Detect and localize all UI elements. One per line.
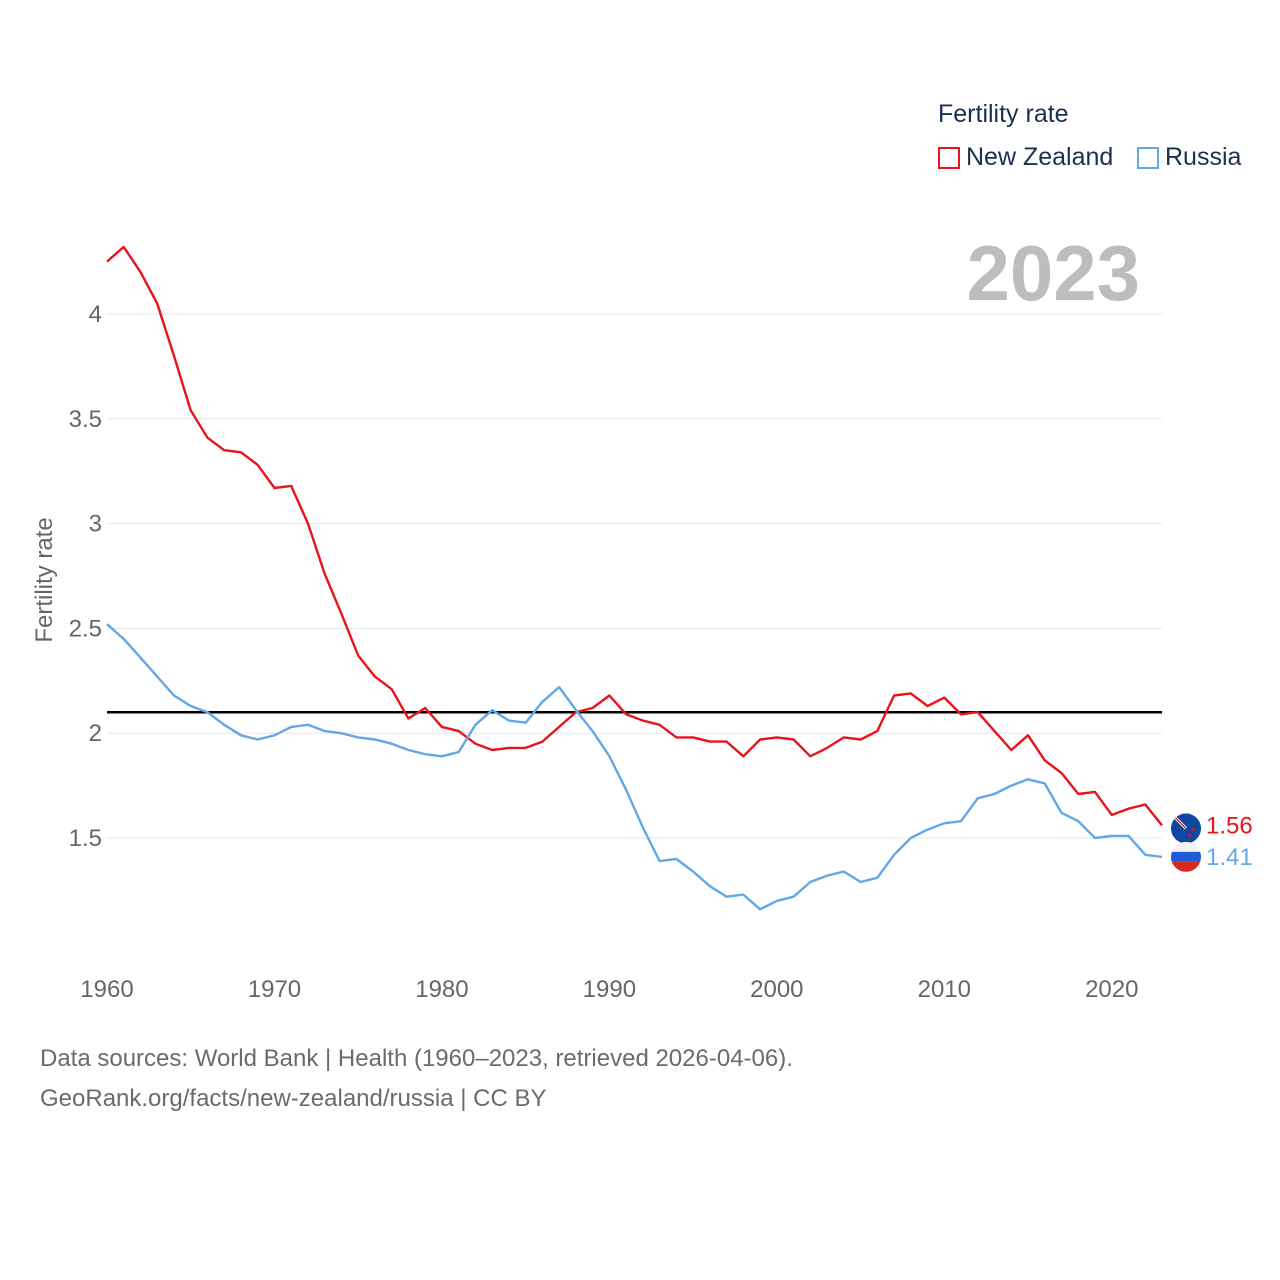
x-tick-labels: 1960 1970 1980 1990 2000 2010 2020 bbox=[80, 976, 1138, 1003]
new-zealand-flag-icon bbox=[1171, 813, 1201, 844]
y-tick-label: 3 bbox=[89, 511, 102, 538]
x-tick-label: 2000 bbox=[750, 976, 803, 1003]
y-tick-label: 3.5 bbox=[69, 406, 102, 433]
y-axis-label: Fertility rate bbox=[31, 517, 58, 642]
data-sources-note: Data sources: World Bank | Health (1960–… bbox=[40, 1045, 793, 1072]
attribution-link[interactable]: GeoRank.org/facts/new-zealand/russia | C… bbox=[40, 1085, 547, 1112]
legend-label-new-zealand: New Zealand bbox=[966, 143, 1114, 171]
legend-title: Fertility rate bbox=[938, 100, 1069, 128]
x-tick-label: 1960 bbox=[80, 976, 133, 1003]
russia-flag-icon bbox=[1171, 841, 1201, 872]
y-tick-label: 4 bbox=[89, 301, 102, 328]
series-lines bbox=[106, 245, 1163, 911]
current-year-label: 2023 bbox=[966, 229, 1140, 317]
y-tick-label: 2 bbox=[89, 720, 102, 747]
legend-item-new-zealand[interactable]: New Zealand bbox=[938, 143, 1113, 172]
x-tick-label: 2020 bbox=[1085, 976, 1138, 1003]
end-value-russia: 1.41 bbox=[1206, 844, 1253, 871]
end-value-new-zealand: 1.56 bbox=[1206, 812, 1253, 839]
legend-swatch-russia bbox=[1137, 146, 1159, 169]
series-line-new-zealand bbox=[106, 245, 1163, 827]
y-tick-label: 1.5 bbox=[69, 825, 102, 852]
legend-swatch-new-zealand bbox=[938, 146, 960, 169]
legend-item-russia[interactable]: Russia bbox=[1137, 143, 1241, 172]
x-tick-label: 1980 bbox=[415, 976, 468, 1003]
grid-lines bbox=[107, 313, 1162, 839]
y-tick-label: 2.5 bbox=[69, 615, 102, 642]
y-tick-labels: 1.5 2 2.5 3 3.5 4 bbox=[69, 301, 102, 852]
end-markers: 1.56 1.41 bbox=[1171, 812, 1253, 872]
x-tick-label: 1970 bbox=[248, 976, 301, 1003]
x-tick-label: 2010 bbox=[918, 976, 971, 1003]
legend-label-russia: Russia bbox=[1165, 143, 1242, 171]
x-tick-label: 1990 bbox=[583, 976, 636, 1003]
series-line-russia bbox=[106, 623, 1163, 911]
